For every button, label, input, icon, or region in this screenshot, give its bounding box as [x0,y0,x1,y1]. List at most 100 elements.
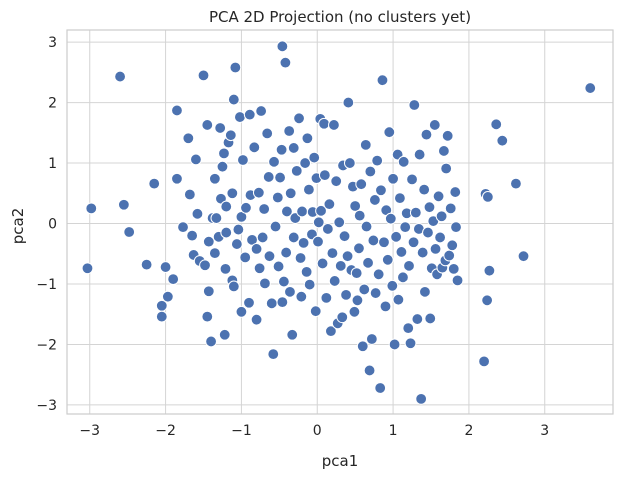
scatter-point [367,234,380,247]
scatter-point [177,221,189,234]
x-tick-label: 2 [464,423,473,439]
scatter-point [368,194,381,206]
scatter-point [224,129,237,142]
scatter-point [394,192,406,205]
chart-title: PCA 2D Projection (no clusters yet) [209,8,471,26]
x-tick-label: 3 [540,423,549,439]
scatter-point [258,203,271,215]
scatter-point [517,250,530,263]
scatter-point [360,220,373,233]
scatter-point [286,328,299,341]
scatter-point [333,216,346,229]
scatter-point [496,134,509,147]
y-tick-label: 2 [48,96,57,112]
scatter-point [443,249,456,262]
scatter-point [383,126,396,139]
scatter-point [315,204,327,217]
scatter-point [159,261,172,273]
scatter-point [384,212,397,225]
scatter-point [155,310,168,323]
scatter-point [362,256,374,269]
scatter-point [326,247,339,260]
scatter-point [428,119,441,131]
scatter-point [276,296,289,309]
scatter-point [341,250,354,263]
scatter-point [219,262,232,275]
scatter-point [218,328,231,341]
scatter-point [250,243,263,255]
scatter-point [376,74,389,87]
scatter-point [338,230,351,243]
scatter-point [390,230,403,243]
scatter-point [271,191,284,204]
scatter-point [210,212,223,224]
scatter-point [297,236,310,249]
scatter-point [323,198,336,211]
scatter-point [353,209,366,222]
scatter-point [287,231,300,244]
scatter-point [318,169,331,182]
scatter-point [422,226,434,239]
scatter-point [235,305,248,318]
scatter-point [408,99,421,111]
scatter-point [300,265,313,278]
scatter-point [388,338,401,351]
scatter-point [440,162,453,175]
scatter-point [272,260,285,273]
y-tick-label: −3 [36,398,57,414]
scatter-point [202,285,215,298]
scatter-point [148,177,161,190]
x-tick-label: 0 [313,423,322,439]
scatter-point [191,207,204,220]
scatter-point [372,268,385,281]
scatter-point [218,147,230,160]
scatter-point [351,294,364,307]
scatter-point [263,250,276,263]
scatter-point [409,206,422,219]
x-tick-label: 1 [389,423,398,439]
scatter-point [294,252,307,264]
scatter-point [348,305,361,318]
scatter-point [287,142,300,154]
scatter-point [318,117,330,130]
scatter-point [510,177,522,190]
scatter-point [312,235,324,248]
scatter-point [490,118,503,131]
scatter-point [353,242,365,255]
scatter-point [229,61,242,74]
scatter-point [312,216,325,229]
scatter-point [328,119,340,131]
scatter-point [481,294,494,307]
scatter-point [320,291,333,304]
scatter-point [584,82,597,94]
scatter-point [190,153,202,166]
x-tick-label: −2 [155,423,176,439]
scatter-point [220,226,233,239]
scatter-point [267,348,280,361]
scatter-point [202,235,215,248]
scatter-point [386,279,399,292]
scatter-point [250,313,263,326]
scatter-point [316,257,329,270]
scatter-point [299,157,312,169]
scatter-point [435,210,448,223]
scatter-point [253,262,266,275]
scatter-point [216,160,229,173]
scatter-point [234,111,246,123]
scatter-point [295,290,308,303]
scatter-point [429,243,442,255]
y-tick-label: 1 [48,156,57,172]
scatter-point [255,105,268,117]
scatter-point [325,325,337,338]
scatter-point [406,173,418,186]
scatter-point [444,202,457,215]
scatter-point [358,283,371,296]
scatter-point [227,280,240,293]
scatter-point [274,171,286,184]
scatter-point [259,277,271,290]
scatter-point [321,223,334,235]
scatter-point [167,273,180,286]
scatter-point [403,259,415,272]
scatter-point [387,172,399,185]
